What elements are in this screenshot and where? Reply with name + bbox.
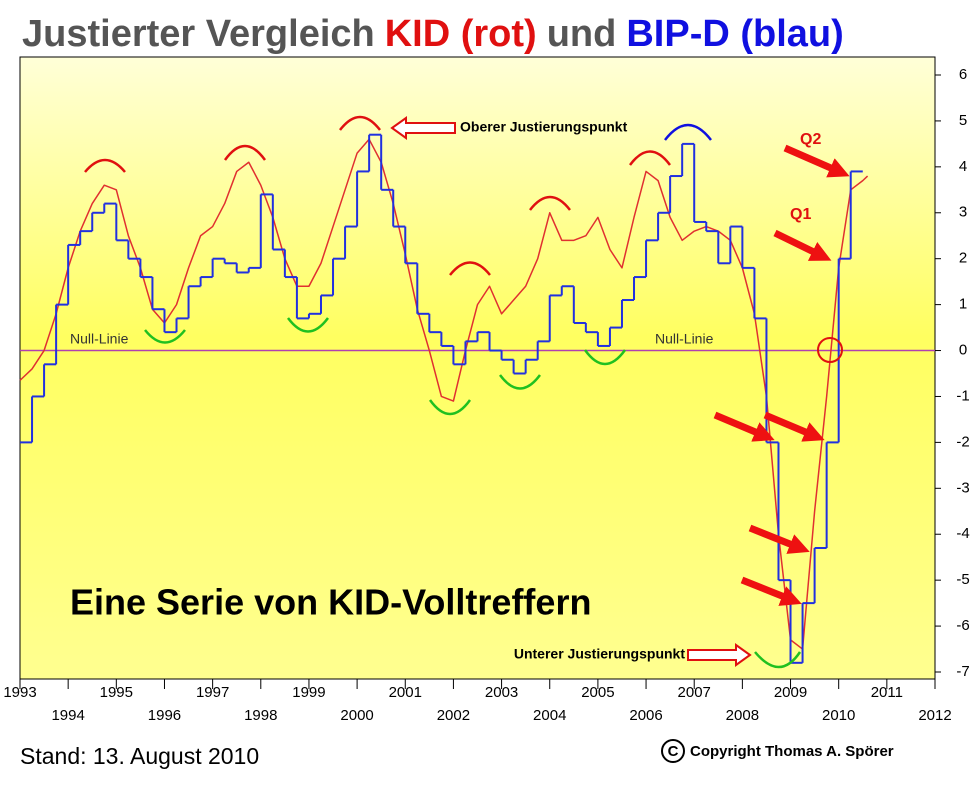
y-tick-label: 5 [959,112,967,129]
headline: Eine Serie von KID-Volltreffern [70,582,591,623]
x-tick-label: 1999 [292,684,325,701]
x-tick-label: 2011 [871,684,903,701]
line-series [19,138,869,650]
annotation: Q2 [800,131,821,148]
x-tick-label: 1997 [196,684,229,701]
y-tick-label: -1 [956,387,969,404]
x-tick-label: 2004 [533,707,566,724]
annotation: Unterer Justierungspunkt [514,646,685,662]
copyright-symbol: C [668,743,679,760]
title-part: KID (rot) [385,13,537,55]
annotation: Oberer Justierungspunkt [460,119,628,135]
y-tick-label: -7 [956,663,969,680]
x-tick-label: 2001 [389,684,422,701]
y-tick-label: 0 [959,342,967,359]
step-series [20,133,863,664]
annotations: Null-Linie Null-Linie Oberer Justierungs… [20,119,894,769]
y-tick-label: -5 [956,571,969,588]
x-tick-label: 1994 [51,707,84,724]
x-tick-label: 2002 [437,707,470,724]
y-tick-label: 6 [959,66,967,83]
y-tick-label: -4 [956,525,969,542]
x-tick-label: 2009 [774,684,807,701]
y-tick-label: 1 [959,296,967,313]
x-tick-label: 2006 [629,707,662,724]
copyright: Copyright Thomas A. Spörer [690,743,894,760]
annotation: Q1 [790,206,811,223]
y-tick-label: 3 [959,204,967,221]
x-tick-label: 1996 [148,707,181,724]
y-tick-label: 2 [959,250,967,267]
decorations [84,115,850,763]
annotation: Null-Linie [70,331,129,347]
x-tick-label: 2005 [581,684,614,701]
title-part: und [547,13,617,55]
x-tick-label: 2010 [822,707,855,724]
x-tick-label: 1995 [100,684,133,701]
x-tick-label: 2007 [678,684,711,701]
x-tick-label: 2012 [918,707,951,724]
x-tick-label: 2000 [340,707,373,724]
y-tick-label: -3 [956,479,969,496]
y-tick-label: -6 [956,617,969,634]
title-part: BIP-D (blau) [626,13,843,55]
title-part: Justierter Vergleich [22,13,375,55]
footer-date: Stand: 13. August 2010 [20,743,259,769]
x-tick-label: 2003 [485,684,518,701]
step-connector [31,134,852,663]
y-tick-label: 4 [959,158,967,175]
x-tick-label: 1993 [3,684,36,701]
chart-title: Justierter Vergleich KID (rot) und BIP-D (b… [22,13,844,55]
annotation: Null-Linie [655,331,714,347]
x-tick-label: 2008 [726,707,759,724]
y-tick-label: -2 [956,433,969,450]
x-tick-label: 1998 [244,707,277,724]
